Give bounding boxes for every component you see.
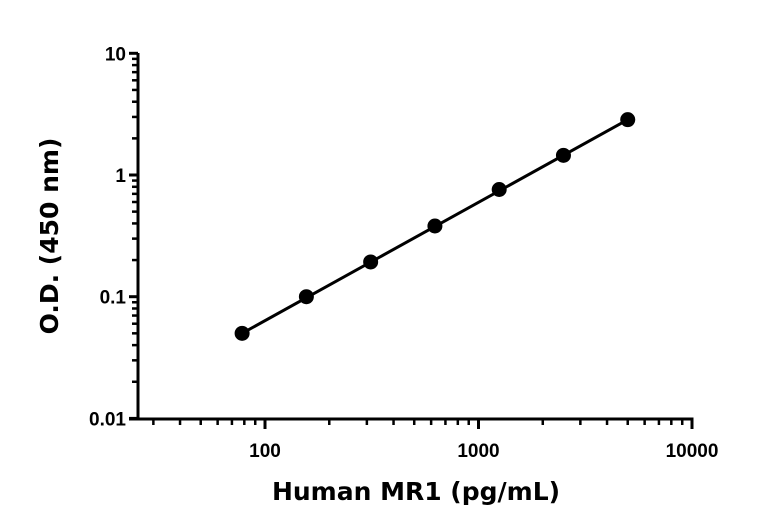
data-point bbox=[555, 147, 571, 163]
y-axis: 0.01 0.1 1 10 bbox=[89, 44, 140, 430]
data-point bbox=[298, 289, 314, 305]
x-axis: 100 1000 10000 bbox=[129, 417, 719, 462]
data-point bbox=[363, 254, 379, 270]
x-tick-label: 10000 bbox=[666, 441, 719, 462]
y-axis-title: O.D. (450 nm) bbox=[35, 138, 64, 335]
data-point bbox=[234, 325, 250, 341]
y-tick-label: 0.1 bbox=[100, 288, 127, 309]
y-tick-label: 10 bbox=[105, 44, 126, 65]
data-point bbox=[491, 182, 507, 198]
x-tick-label: 100 bbox=[249, 441, 281, 462]
y-tick-label: 0.01 bbox=[89, 409, 126, 430]
x-tick-label: 1000 bbox=[457, 441, 499, 462]
data-series bbox=[234, 112, 636, 341]
data-point bbox=[620, 112, 636, 128]
data-point bbox=[427, 218, 443, 234]
x-axis-title: Human MR1 (pg/mL) bbox=[272, 477, 560, 506]
y-tick-label: 1 bbox=[115, 166, 126, 187]
